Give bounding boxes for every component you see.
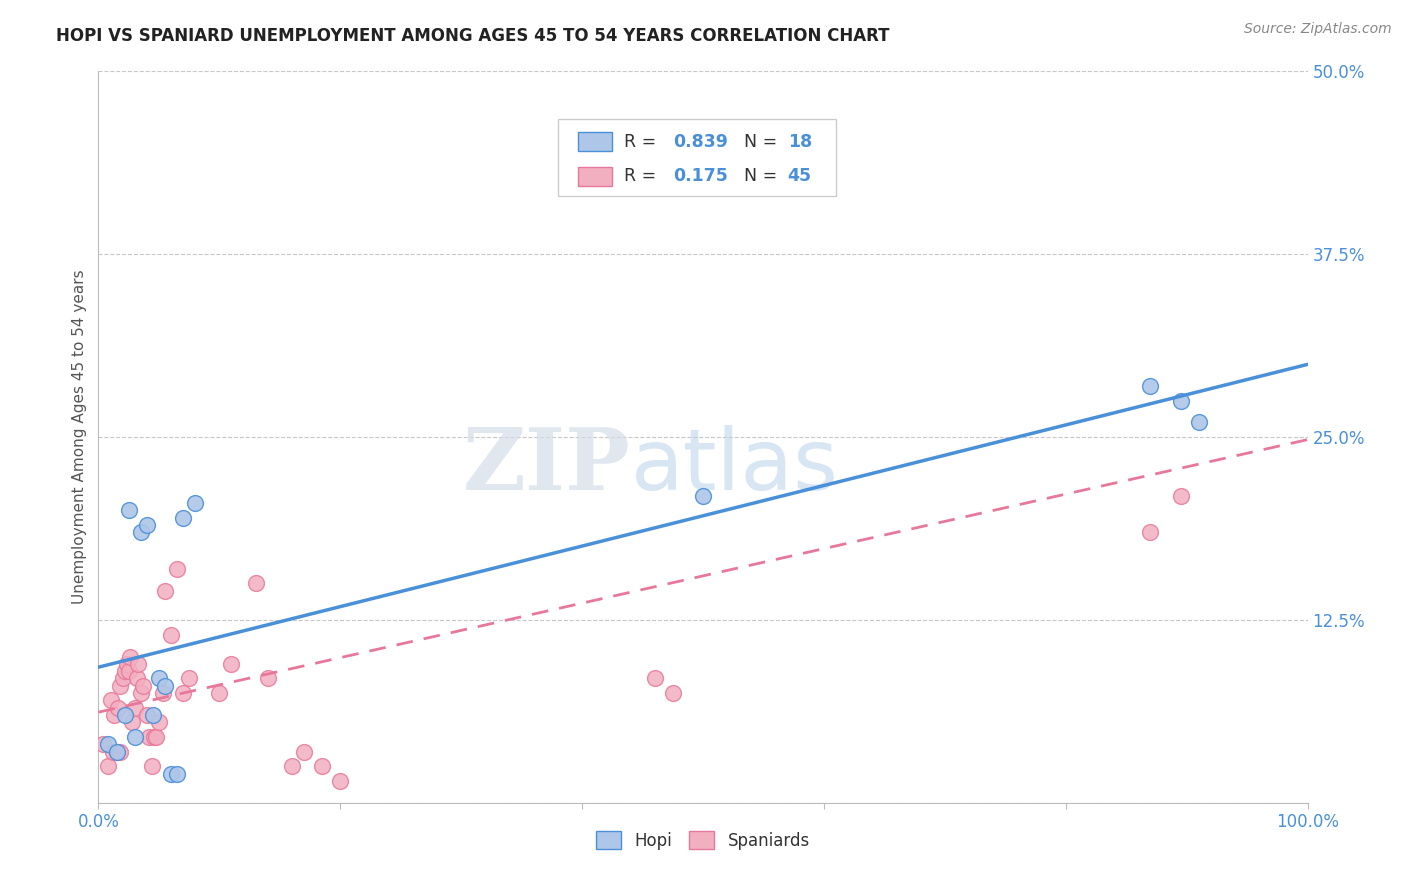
- Text: R =: R =: [624, 168, 662, 186]
- Point: [129, 525, 152, 540]
- Y-axis label: Unemployment Among Ages 45 to 54 years: Unemployment Among Ages 45 to 54 years: [72, 269, 87, 605]
- Point: [105, 745, 128, 759]
- Point: [97, 759, 120, 773]
- Point: [127, 672, 149, 686]
- Text: N =: N =: [734, 133, 783, 151]
- Point: [172, 686, 194, 700]
- Point: [160, 627, 183, 641]
- Text: 0.839: 0.839: [673, 133, 728, 151]
- Point: [117, 657, 139, 671]
- Point: [108, 745, 131, 759]
- FancyBboxPatch shape: [558, 119, 837, 195]
- Point: [135, 708, 157, 723]
- Point: [329, 773, 352, 788]
- Text: ZIP: ZIP: [463, 425, 630, 508]
- Point: [111, 672, 134, 686]
- Point: [100, 693, 122, 707]
- Point: [311, 759, 333, 773]
- Point: [1188, 416, 1211, 430]
- Point: [118, 664, 141, 678]
- Point: [143, 730, 166, 744]
- Point: [245, 576, 267, 591]
- Point: [1170, 393, 1192, 408]
- Point: [138, 730, 160, 744]
- Point: [184, 496, 207, 510]
- Point: [208, 686, 231, 700]
- Point: [97, 737, 120, 751]
- Point: [142, 708, 165, 723]
- Point: [221, 657, 243, 671]
- Point: [129, 686, 152, 700]
- Point: [148, 715, 170, 730]
- Point: [172, 510, 194, 524]
- Text: 18: 18: [787, 133, 811, 151]
- Point: [132, 679, 155, 693]
- Point: [114, 664, 136, 678]
- Point: [1139, 525, 1161, 540]
- Text: 45: 45: [787, 168, 811, 186]
- Point: [1170, 489, 1192, 503]
- Text: R =: R =: [624, 133, 662, 151]
- Point: [179, 672, 201, 686]
- Text: N =: N =: [734, 168, 783, 186]
- Point: [91, 737, 114, 751]
- Point: [679, 130, 702, 145]
- Point: [121, 715, 143, 730]
- Text: atlas: atlas: [630, 425, 838, 508]
- Point: [141, 759, 163, 773]
- Point: [103, 708, 125, 723]
- Point: [108, 679, 131, 693]
- Point: [152, 686, 174, 700]
- Point: [256, 672, 278, 686]
- Point: [118, 649, 141, 664]
- FancyBboxPatch shape: [578, 167, 613, 186]
- Point: [118, 503, 141, 517]
- Point: [166, 562, 188, 576]
- Point: [281, 759, 304, 773]
- Text: 0.175: 0.175: [673, 168, 728, 186]
- Point: [101, 745, 124, 759]
- Point: [105, 745, 128, 759]
- Point: [292, 745, 315, 759]
- Point: [153, 679, 176, 693]
- Point: [166, 766, 188, 780]
- Point: [124, 730, 146, 744]
- Point: [145, 730, 167, 744]
- Point: [148, 672, 170, 686]
- Point: [124, 700, 146, 714]
- Point: [644, 672, 666, 686]
- Text: HOPI VS SPANIARD UNEMPLOYMENT AMONG AGES 45 TO 54 YEARS CORRELATION CHART: HOPI VS SPANIARD UNEMPLOYMENT AMONG AGES…: [56, 27, 890, 45]
- Point: [692, 489, 714, 503]
- Point: [114, 708, 136, 723]
- Point: [127, 657, 149, 671]
- Point: [661, 686, 683, 700]
- Point: [135, 517, 157, 532]
- Point: [1139, 379, 1161, 393]
- Point: [107, 700, 129, 714]
- Text: Source: ZipAtlas.com: Source: ZipAtlas.com: [1244, 22, 1392, 37]
- Point: [160, 766, 183, 780]
- Point: [153, 583, 176, 598]
- Legend: Hopi, Spaniards: Hopi, Spaniards: [589, 824, 817, 856]
- FancyBboxPatch shape: [578, 132, 613, 152]
